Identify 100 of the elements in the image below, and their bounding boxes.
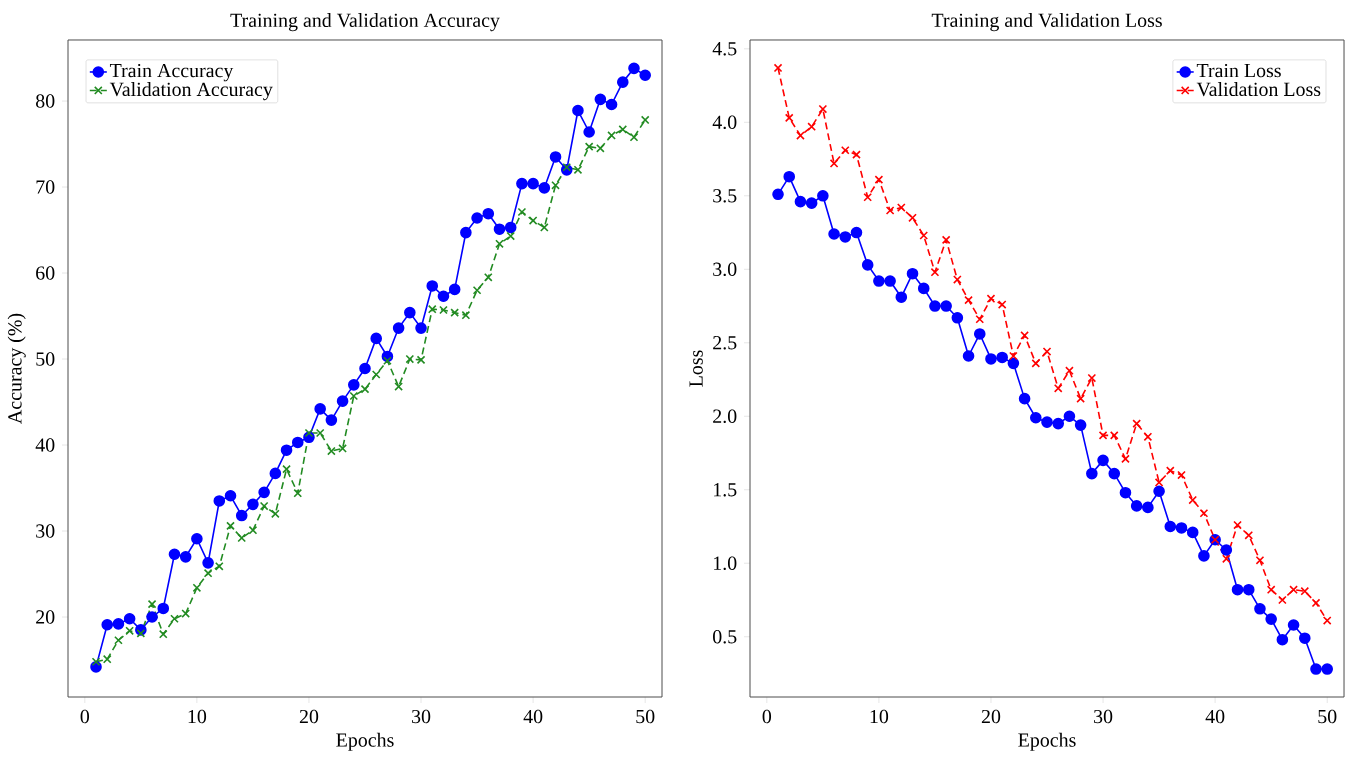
point <box>123 612 136 625</box>
point <box>359 362 371 375</box>
point <box>896 203 906 212</box>
point <box>929 300 941 312</box>
point <box>1030 411 1042 424</box>
point <box>360 384 370 394</box>
point <box>269 467 282 480</box>
point <box>213 495 226 507</box>
point <box>863 192 873 202</box>
point <box>461 310 471 320</box>
point <box>1063 410 1076 423</box>
point <box>583 126 595 138</box>
point <box>551 180 560 190</box>
point <box>192 583 202 593</box>
point <box>202 557 214 569</box>
point <box>1310 663 1322 675</box>
point <box>584 142 594 151</box>
point <box>495 239 504 249</box>
point <box>370 332 383 345</box>
point <box>996 351 1008 364</box>
point <box>840 145 850 155</box>
point <box>986 294 996 304</box>
point <box>528 216 538 225</box>
point <box>282 464 291 474</box>
point <box>1177 470 1186 480</box>
point <box>415 322 427 334</box>
point <box>594 93 607 106</box>
point <box>1298 632 1311 645</box>
y-tick-label: 4.5 <box>712 42 737 56</box>
point <box>539 223 549 232</box>
point <box>1165 466 1175 475</box>
point <box>394 382 403 391</box>
point <box>975 314 985 324</box>
point <box>794 195 807 208</box>
point <box>338 444 347 453</box>
y-tick-label: 40 <box>35 438 55 452</box>
point <box>1132 419 1142 428</box>
point <box>573 165 583 175</box>
point <box>315 428 325 438</box>
y-tick-label: 50 <box>36 352 55 366</box>
point <box>874 175 884 184</box>
x-tick-label: 20 <box>981 709 1001 724</box>
legend-label: Train Loss <box>1196 63 1281 78</box>
x-tick-label: 40 <box>1205 709 1225 724</box>
point <box>1186 526 1199 539</box>
point <box>1098 431 1108 440</box>
point <box>158 629 168 639</box>
point <box>237 533 247 543</box>
point <box>224 489 237 502</box>
point <box>1065 366 1074 376</box>
point <box>258 486 270 499</box>
point <box>572 104 584 117</box>
y-tick-label: 1.0 <box>714 556 737 571</box>
point <box>1265 613 1277 625</box>
point <box>850 226 863 239</box>
point <box>1053 384 1063 393</box>
point <box>179 551 192 563</box>
point <box>416 355 426 365</box>
point <box>997 300 1007 309</box>
point <box>136 629 146 638</box>
y-axis-title: Loss <box>689 350 703 387</box>
point <box>125 626 134 636</box>
point <box>1076 394 1085 403</box>
point <box>817 189 829 202</box>
point <box>226 521 235 531</box>
point <box>796 131 805 140</box>
point <box>235 509 248 522</box>
point <box>930 267 940 277</box>
point <box>471 212 483 224</box>
point <box>919 231 929 240</box>
point <box>1108 467 1121 480</box>
point <box>885 206 895 215</box>
point <box>271 509 280 519</box>
point <box>1087 373 1097 383</box>
point <box>1121 454 1130 464</box>
point <box>516 177 528 190</box>
point <box>472 285 482 295</box>
point <box>1031 359 1041 368</box>
point <box>1009 351 1018 361</box>
point <box>818 104 828 114</box>
point <box>538 182 551 194</box>
point <box>1321 663 1333 675</box>
y-tick-label: 70 <box>36 180 55 194</box>
point <box>805 197 818 209</box>
point <box>170 614 179 624</box>
point <box>1198 550 1210 562</box>
y-tick-label: 30 <box>36 524 55 538</box>
point <box>807 122 816 132</box>
point <box>873 275 885 287</box>
point <box>1097 454 1109 467</box>
point <box>1020 331 1029 340</box>
x-tick-label: 30 <box>1094 709 1113 724</box>
point <box>973 328 986 340</box>
point <box>1300 586 1310 596</box>
point <box>371 370 381 379</box>
point <box>314 403 326 415</box>
point <box>549 151 562 163</box>
point <box>940 300 952 312</box>
point <box>1220 544 1233 556</box>
point <box>1007 357 1020 370</box>
